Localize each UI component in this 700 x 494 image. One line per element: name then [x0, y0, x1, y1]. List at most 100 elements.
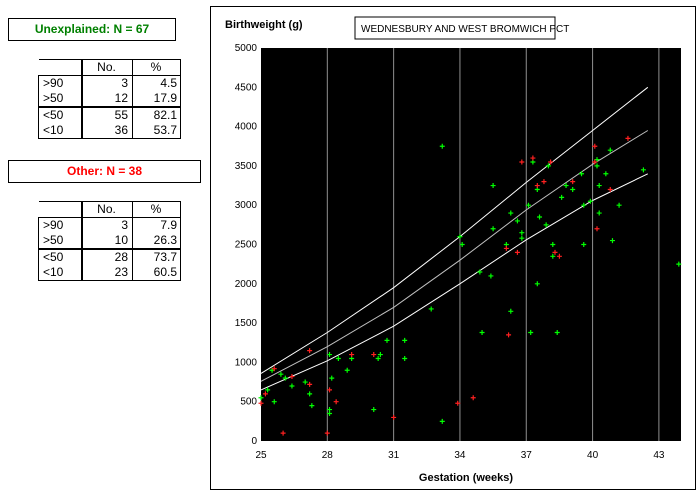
data-point-unexplained [309, 403, 315, 409]
data-point-unexplained [282, 375, 288, 381]
centile-curve [260, 173, 649, 391]
data-point-unexplained [543, 222, 549, 228]
y-tick-label: 3000 [235, 200, 258, 211]
data-point-unexplained [528, 330, 534, 336]
data-point-other [570, 179, 576, 185]
data-point-unexplained [508, 308, 514, 314]
data-point-unexplained [479, 330, 485, 336]
unexplained-table: No. % >90 3 4.5 >50 12 17.9 <50 55 82.1 … [38, 59, 181, 139]
data-point-unexplained [554, 330, 560, 336]
data-point-unexplained [545, 163, 551, 169]
unexplained-title: Unexplained: N = 67 [8, 18, 176, 41]
data-point-unexplained [603, 171, 609, 177]
data-point-other [592, 143, 598, 149]
table-row: <10 36 53.7 [38, 123, 181, 139]
data-point-other [307, 348, 313, 354]
data-point-other [280, 430, 286, 436]
data-point-unexplained [570, 186, 576, 192]
table-row: >90 3 7.9 [38, 217, 181, 233]
data-point-other [391, 414, 397, 420]
table-row: <10 23 60.5 [38, 265, 181, 281]
data-point-unexplained [616, 202, 622, 208]
data-point-other [258, 400, 264, 406]
table-row: >50 10 26.3 [38, 233, 181, 249]
data-point-unexplained [490, 183, 496, 189]
data-point-other [514, 249, 520, 255]
data-point-unexplained [519, 235, 525, 241]
table-row: >50 12 17.9 [38, 91, 181, 107]
y-tick-label: 1500 [235, 318, 258, 329]
y-tick-label: 500 [240, 397, 257, 408]
header-pct: % [132, 59, 181, 76]
other-table: No. % >90 3 7.9 >50 10 26.3 <50 28 73.7 … [38, 201, 181, 281]
y-tick-label: 1000 [235, 357, 258, 368]
y-tick-label: 2000 [235, 279, 258, 290]
table-header-row: No. % [38, 201, 181, 218]
data-point-other [530, 155, 536, 161]
data-point-unexplained [307, 391, 313, 397]
data-point-unexplained [371, 407, 377, 413]
data-point-other [455, 400, 461, 406]
data-point-unexplained [676, 261, 682, 267]
data-point-other [503, 245, 509, 251]
data-point-unexplained [384, 337, 390, 343]
y-tick-label: 5000 [235, 43, 258, 54]
data-point-unexplained [596, 210, 602, 216]
data-point-unexplained [488, 273, 494, 279]
data-point-other [552, 249, 558, 255]
y-tick-label: 0 [251, 436, 257, 447]
data-point-unexplained [514, 218, 520, 224]
data-point-unexplained [559, 194, 565, 200]
y-tick-label: 2500 [235, 240, 258, 251]
data-point-other [541, 179, 547, 185]
birthweight-chart: Birthweight (g) WEDNESBURY AND WEST BROM… [225, 16, 682, 484]
x-axis-label: Gestation (weeks) [419, 472, 513, 484]
data-point-unexplained [289, 383, 295, 389]
data-point-unexplained [508, 210, 514, 216]
data-point-other [519, 159, 525, 165]
data-point-unexplained [490, 226, 496, 232]
data-point-unexplained [609, 238, 615, 244]
data-point-unexplained [271, 399, 277, 405]
data-point-unexplained [550, 253, 556, 259]
y-tick-label: 4500 [235, 82, 258, 93]
x-tick-label: 40 [587, 450, 599, 461]
header-no: No. [81, 201, 133, 218]
data-point-unexplained [457, 234, 463, 240]
data-point-unexplained [459, 242, 465, 247]
data-point-other [262, 391, 268, 397]
x-tick-labels: 25 28 31 34 37 40 43 [255, 450, 664, 461]
chart-title-box [354, 16, 556, 40]
data-point-unexplained [302, 379, 308, 385]
data-point-unexplained [402, 337, 408, 343]
data-point-unexplained [329, 375, 335, 381]
data-point-unexplained [594, 163, 600, 169]
plot-area [261, 48, 681, 441]
y-tick-label: 4000 [235, 122, 258, 133]
data-point-unexplained [579, 171, 585, 177]
data-point-other [607, 186, 613, 192]
data-point-other [625, 135, 631, 141]
data-point-unexplained [525, 202, 531, 208]
data-point-unexplained [439, 418, 445, 424]
x-tick-label: 28 [322, 450, 334, 461]
data-point-unexplained [265, 387, 271, 393]
data-point-unexplained [258, 395, 264, 401]
data-point-unexplained [375, 355, 381, 361]
x-tick-label: 37 [521, 450, 533, 461]
data-point-other [548, 159, 554, 165]
data-point-unexplained [563, 183, 569, 189]
data-point-unexplained [581, 202, 587, 208]
y-tick-labels: 0 500 1000 1500 2000 2500 3000 3500 4000 4500 5000 [235, 43, 258, 447]
y-axis-label: Birthweight (g) [225, 19, 303, 31]
x-tick-label: 31 [388, 450, 400, 461]
data-point-unexplained [550, 242, 556, 247]
data-point-other [556, 253, 562, 259]
data-point-other [271, 366, 277, 372]
data-point-other [592, 159, 598, 165]
data-point-unexplained [402, 355, 408, 361]
x-tick-label: 25 [255, 450, 267, 461]
data-point-other [534, 183, 540, 189]
data-point-unexplained [377, 352, 383, 358]
table-row: <50 28 73.7 [38, 248, 181, 265]
